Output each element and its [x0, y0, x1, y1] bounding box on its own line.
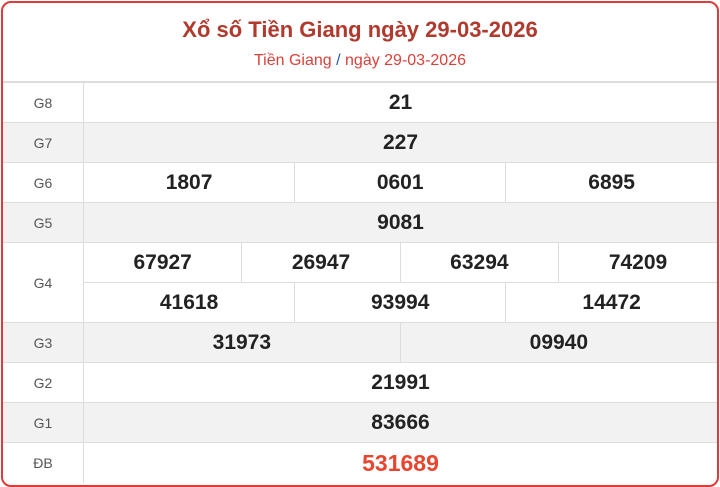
- prize-number: 93994: [294, 282, 507, 323]
- page-title: Xổ số Tiền Giang ngày 29-03-2026: [182, 17, 538, 42]
- prize-label: G3: [3, 322, 84, 363]
- row-g3: G3 31973 09940: [3, 322, 717, 363]
- prize-number: 0601: [294, 162, 507, 203]
- prize-number: 31973: [83, 322, 401, 363]
- prize-number: 74209: [558, 242, 717, 283]
- row-g6: G6 1807 0601 6895: [3, 162, 717, 203]
- prize-number: 227: [83, 122, 717, 163]
- row-special: ĐB 531689: [3, 442, 717, 483]
- prize-number: 21: [83, 82, 717, 123]
- breadcrumb-date[interactable]: ngày 29-03-2026: [345, 52, 466, 69]
- breadcrumb-province[interactable]: Tiền Giang: [253, 52, 332, 69]
- prize-label: G5: [3, 202, 84, 243]
- special-prize-number: 531689: [83, 442, 717, 483]
- row-g4-b: 41618 93994 14472: [3, 282, 717, 323]
- prize-label: G2: [3, 362, 84, 403]
- prize-label: ĐB: [3, 442, 84, 483]
- results-table: G8 21 G7 227 G6 1807 0601 6895 G5 9081 G4 67927…: [3, 82, 717, 483]
- row-g8: G8 21: [3, 82, 717, 123]
- prize-number: 1807: [82, 162, 296, 203]
- breadcrumb: Tiền Giang / ngày 29-03-2026: [3, 51, 717, 71]
- prize-number: 21991: [83, 362, 717, 403]
- prize-label: G6: [3, 162, 84, 203]
- prize-number: 67927: [82, 242, 243, 283]
- prize-number: 41618: [82, 282, 296, 323]
- breadcrumb-separator: /: [336, 52, 341, 69]
- prize-label: G1: [3, 402, 84, 443]
- header: Xổ số Tiền Giang ngày 29-03-2026 Tiền Gi…: [3, 3, 717, 82]
- prize-number: 09940: [399, 322, 717, 363]
- row-g7: G7 227: [3, 122, 717, 163]
- row-g1: G1 83666: [3, 402, 717, 443]
- row-g5: G5 9081: [3, 202, 717, 243]
- row-g2: G2 21991: [3, 362, 717, 403]
- prize-number: 83666: [83, 402, 717, 443]
- row-g4-a: G4 67927 26947 63294 74209: [3, 242, 717, 323]
- prize-number: 26947: [241, 242, 401, 283]
- prize-label: G7: [3, 122, 84, 163]
- prize-number: 14472: [505, 282, 717, 323]
- prize-number: 9081: [83, 202, 717, 243]
- prize-label: G4: [3, 242, 84, 323]
- prize-label: G8: [3, 82, 84, 123]
- prize-number: 6895: [505, 162, 717, 203]
- prize-number: 63294: [399, 242, 560, 283]
